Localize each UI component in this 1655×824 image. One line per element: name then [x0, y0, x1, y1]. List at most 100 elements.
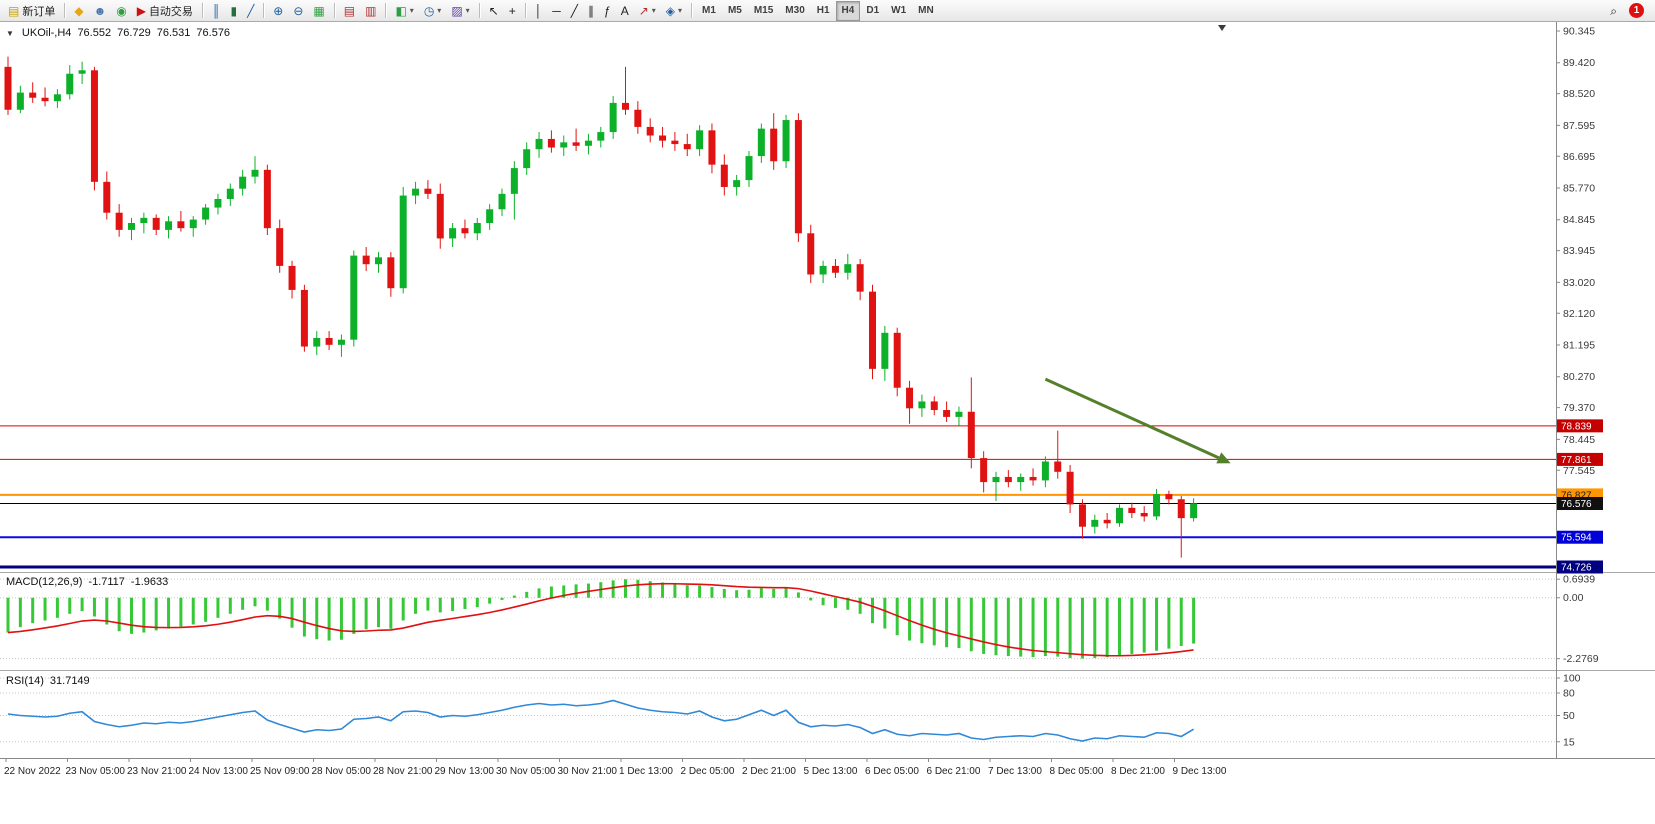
candle-body [893, 332, 901, 388]
candle-body [906, 387, 914, 409]
timeframe-m5-button[interactable]: M5 [722, 1, 748, 21]
price-scale-label: 77.545 [1563, 465, 1595, 477]
market-watch-button[interactable]: ◆ [69, 1, 88, 21]
chart-ohlc-header: ▼ UKOil-,H4 76.552 76.729 76.531 76.576 [6, 27, 230, 39]
candle-body [622, 102, 629, 110]
price-scale-label: 80.270 [1563, 371, 1595, 383]
bar-chart-button[interactable]: ║ [207, 1, 226, 21]
candle-body [1165, 494, 1173, 500]
candle-body [189, 219, 197, 229]
candle-body [424, 188, 432, 194]
price-scale-label: 79.370 [1563, 402, 1595, 414]
candle-body [733, 180, 741, 187]
candle-body [1054, 461, 1062, 472]
timeframe-h4-button-label: H4 [841, 5, 855, 16]
candle-body [1128, 507, 1136, 513]
candle-body [375, 257, 382, 265]
toolbar-separator [263, 3, 265, 18]
price-tag [1557, 452, 1603, 466]
candle-body [1078, 504, 1086, 527]
time-axis-label: 24 Nov 13:00 [189, 766, 249, 777]
templates-icon: ▨ [451, 3, 463, 18]
zoom-out-button[interactable]: ⊖ [288, 1, 308, 21]
timeframe-mn-button[interactable]: MN [912, 1, 940, 21]
candle-body [276, 228, 284, 266]
new-order-button[interactable]: ▤ 新订单 [3, 1, 60, 21]
candle-body [1116, 507, 1123, 524]
search-button[interactable]: ⌕ [1605, 1, 1622, 21]
alerts-icon: ◉ [116, 3, 127, 18]
zoom-in-button[interactable]: ⊕ [268, 1, 288, 21]
periods-button[interactable]: ◷ ▾ [419, 1, 447, 21]
accounts-button[interactable]: ☻ [89, 1, 112, 21]
templates-button[interactable]: ▨ ▾ [446, 1, 474, 21]
fibonacci-button[interactable]: ƒ [599, 1, 616, 21]
price-scale-label: 82.120 [1563, 308, 1595, 320]
price-scale-label: 87.595 [1563, 120, 1595, 132]
objects-list-button[interactable]: ▥ [360, 1, 381, 21]
notification-badge[interactable]: 1 [1629, 3, 1644, 18]
zoom-out-icon: ⊖ [293, 3, 304, 18]
price-scale-label: 89.420 [1563, 57, 1595, 69]
chart-shift-marker[interactable] [1218, 25, 1227, 31]
crosshair-button[interactable]: + [504, 1, 521, 21]
vertical-line-button[interactable]: │ [530, 1, 548, 21]
candle-body [967, 411, 975, 459]
candle-body [486, 209, 494, 224]
candle-body [498, 193, 506, 210]
trendline-button[interactable]: ╱ [566, 1, 583, 21]
candle-body [115, 212, 123, 230]
candle-body [16, 92, 24, 110]
cursor-button[interactable]: ↖ [484, 1, 504, 21]
arrows-button[interactable]: ↗ ▾ [634, 1, 661, 21]
price-tag-label: 75.594 [1561, 533, 1592, 544]
time-axis-label: 28 Nov 05:00 [312, 766, 372, 777]
candle-body [856, 264, 864, 292]
candlestick-chart-button[interactable]: ▮ [225, 1, 242, 21]
timeframe-m15-button[interactable]: M15 [748, 1, 779, 21]
indicators-icon: ▤ [343, 3, 356, 18]
trend-arrow-head[interactable] [1216, 452, 1231, 464]
timeframe-h4-button[interactable]: H4 [835, 0, 861, 21]
rsi-label: RSI(14) [6, 675, 44, 687]
line-chart-button[interactable]: ╱ [242, 1, 259, 21]
alerts-button[interactable]: ◉ [111, 1, 131, 21]
indicators-button[interactable]: ▤ [339, 1, 360, 21]
time-axis-label: 30 Nov 05:00 [496, 766, 556, 777]
trend-arrow-line[interactable] [1044, 377, 1220, 460]
fibonacci-icon: ƒ [604, 3, 611, 18]
timeframe-w1-button[interactable]: W1 [885, 1, 912, 21]
toolbar-separator [333, 3, 335, 18]
candle-body [337, 339, 345, 345]
price-scale-label: 83.020 [1563, 277, 1595, 289]
zoom-in-icon: ⊕ [273, 3, 284, 18]
timeframe-m5-button-label: M5 [727, 5, 742, 16]
dropdown-arrow-icon: ▾ [437, 6, 442, 15]
dropdown-arrow-icon: ▾ [651, 6, 656, 15]
candle-body [362, 255, 370, 265]
candle-body [41, 97, 49, 102]
tile-windows-button[interactable]: ▦ [308, 1, 329, 21]
horizontal-line-button[interactable]: ─ [547, 1, 566, 21]
timeframe-h1-button[interactable]: H1 [811, 1, 836, 21]
candle-body [165, 221, 173, 230]
text-button[interactable]: A [616, 1, 634, 21]
candle-body [757, 128, 765, 157]
chart-canvas[interactable]: 90.345 89.420 88.520 87.595 86.695 85.770 84.8… [0, 22, 1655, 824]
price-scale-label: 90.345 [1563, 26, 1595, 38]
timeframe-m30-button[interactable]: M30 [779, 1, 810, 21]
auto-trading-button[interactable]: ▶ 自动交易 [132, 1, 198, 21]
shapes-button[interactable]: ◈ ▾ [661, 1, 687, 21]
timeframe-m1-button[interactable]: M1 [696, 1, 722, 21]
channel-button[interactable]: ∥ [583, 1, 599, 21]
time-axis-label: 29 Nov 13:00 [435, 766, 495, 777]
candle-body [1177, 499, 1185, 519]
new-chart-button[interactable]: ◧ ▾ [390, 1, 418, 21]
timeframe-d1-button[interactable]: D1 [860, 1, 885, 21]
crosshair-icon: + [508, 3, 516, 18]
price-tag-label: 78.839 [1561, 421, 1592, 432]
one-click-trading-toggle[interactable]: ▼ [6, 28, 14, 38]
candle-body [177, 221, 185, 229]
time-axis-label: 6 Dec 05:00 [865, 766, 919, 777]
time-axis-label: 22 Nov 2022 [4, 766, 61, 777]
